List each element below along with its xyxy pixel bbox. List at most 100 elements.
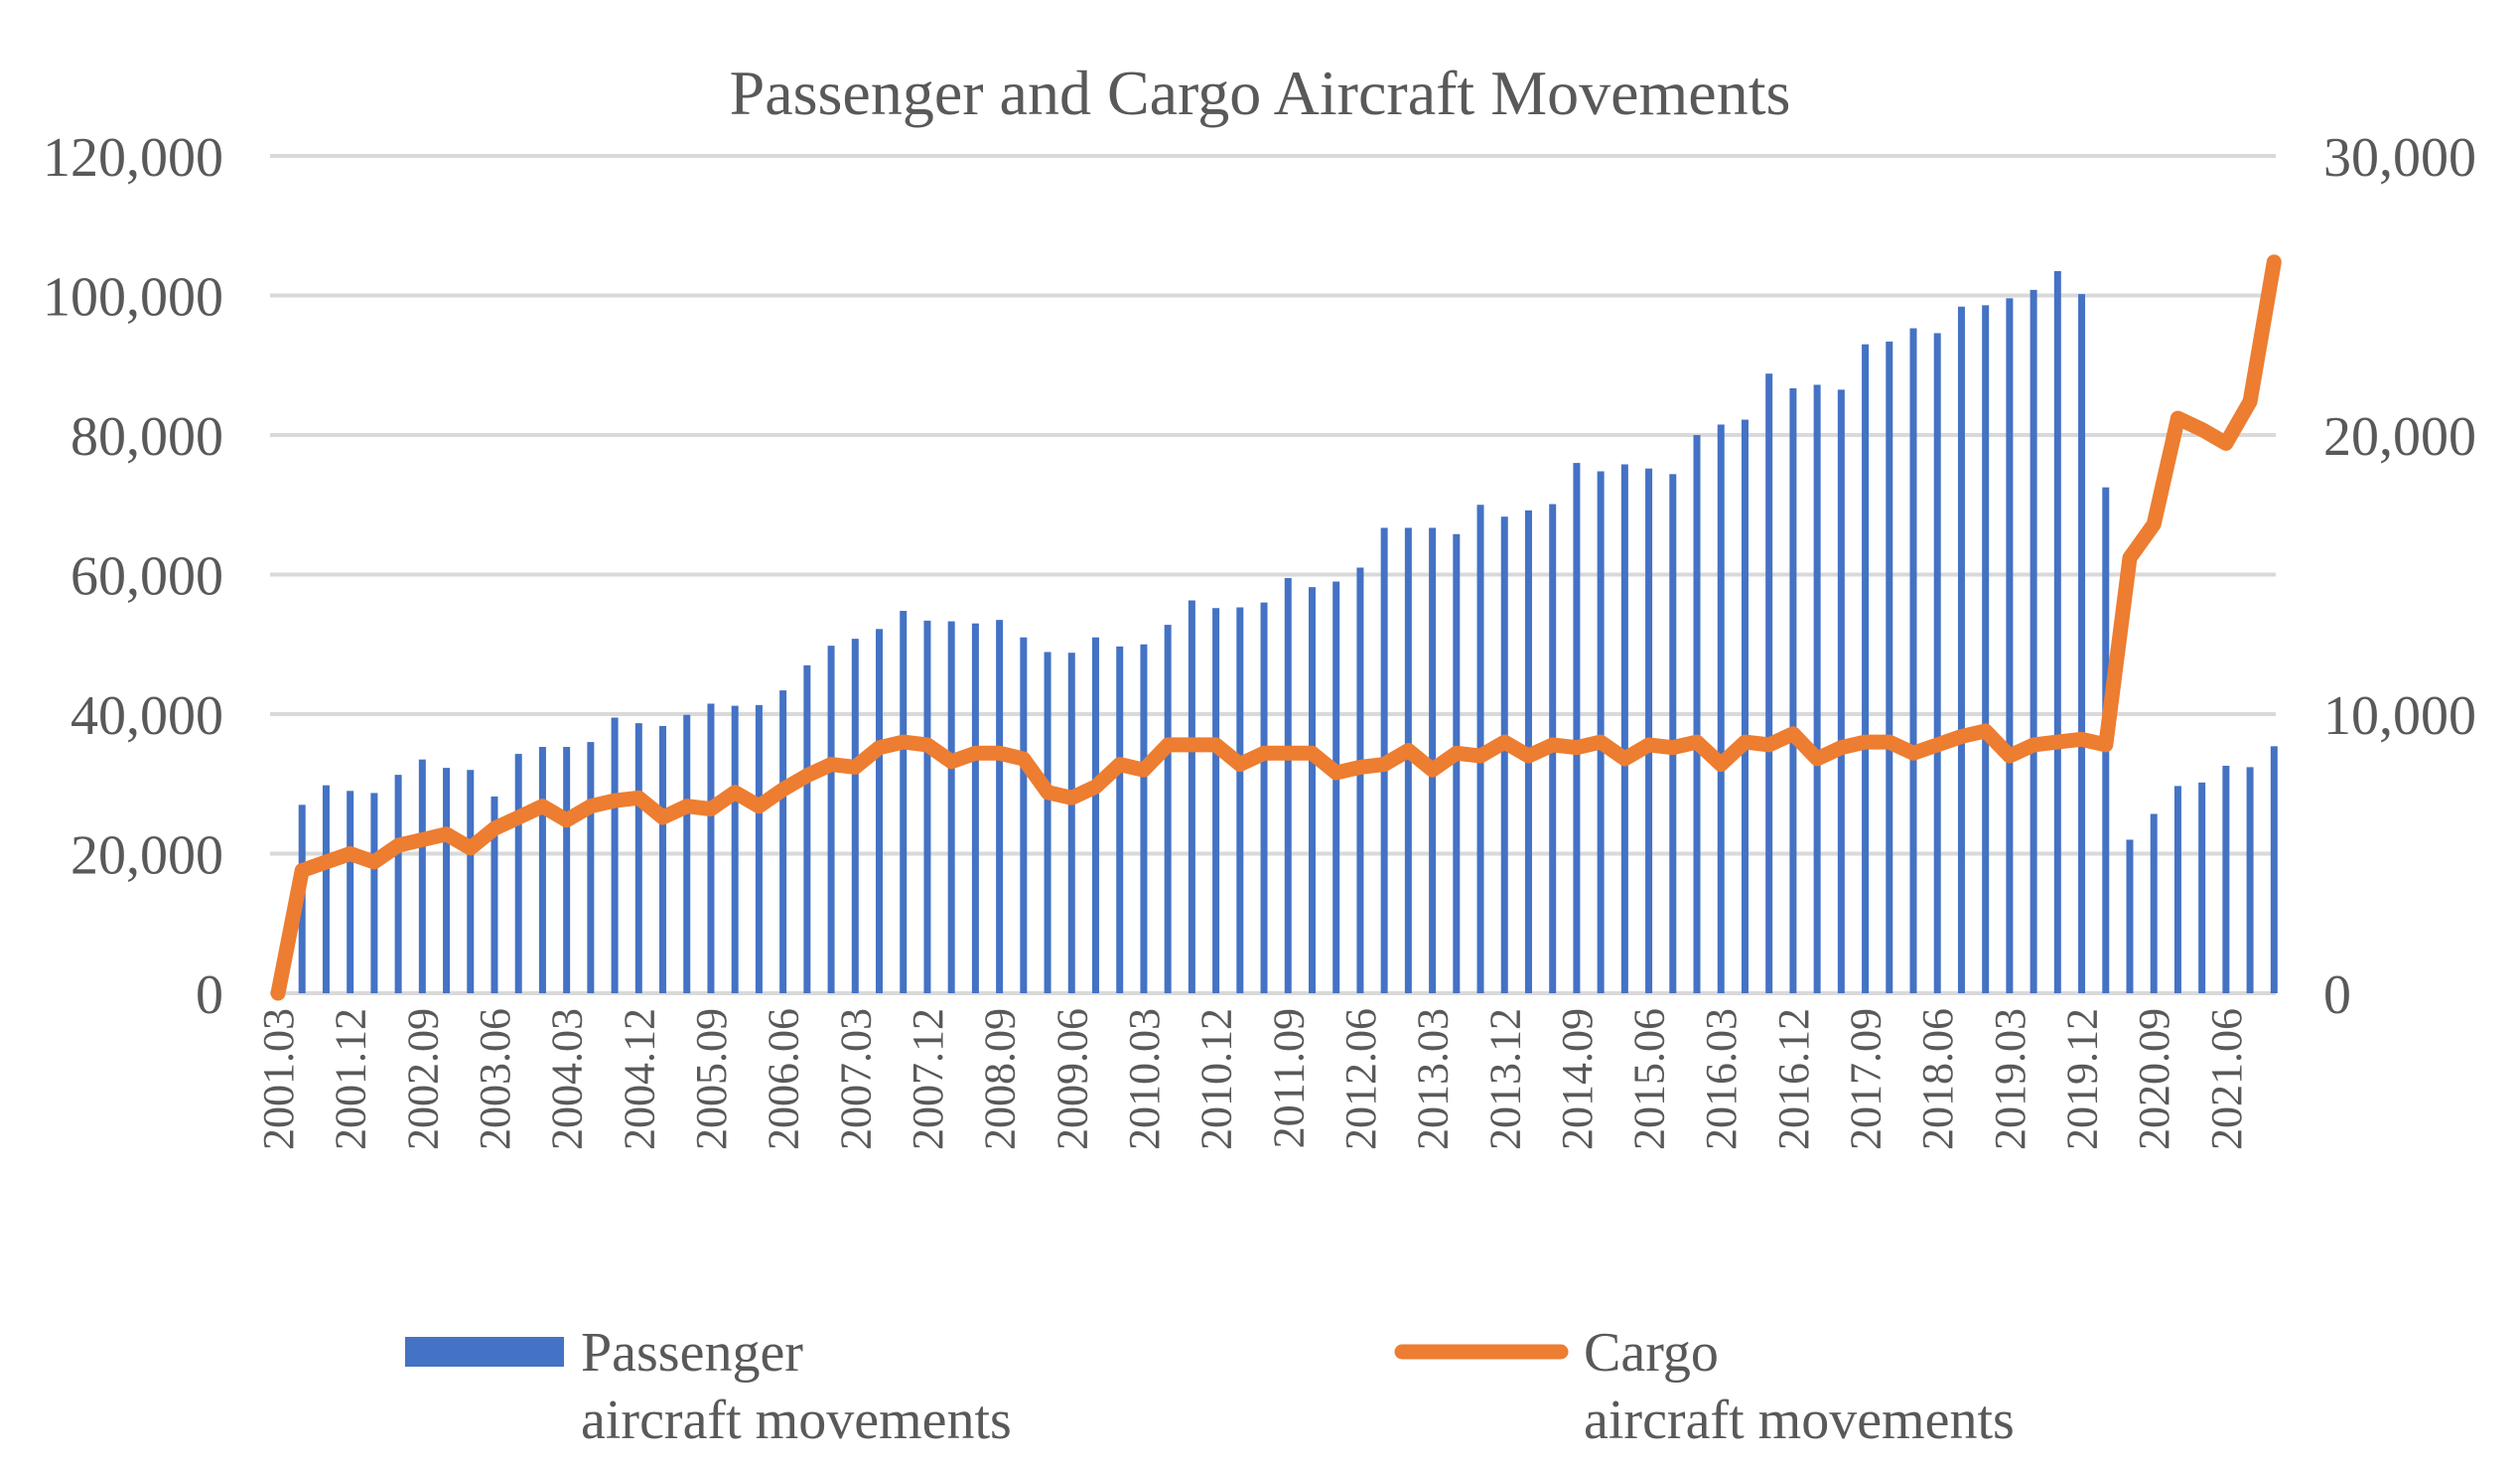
passenger-bar bbox=[1067, 653, 1075, 993]
cargo-line bbox=[270, 254, 2282, 1001]
passenger-bar bbox=[2222, 765, 2230, 993]
passenger-bar bbox=[683, 714, 691, 993]
passenger-bar bbox=[563, 747, 571, 993]
legend: Passenger aircraft movements Cargo aircr… bbox=[405, 1322, 2015, 1451]
x-tick-label: 2011.09 bbox=[1264, 1008, 1313, 1148]
passenger-bar bbox=[1765, 373, 1773, 993]
passenger-bar bbox=[827, 646, 835, 993]
passenger-bar bbox=[779, 690, 787, 993]
passenger-bar bbox=[1693, 435, 1701, 993]
x-tick-label: 2018.06 bbox=[1913, 1008, 1962, 1150]
legend-swatch-passenger bbox=[405, 1337, 564, 1367]
y-right-tick-label: 10,000 bbox=[2323, 685, 2476, 747]
passenger-bar bbox=[1044, 652, 1051, 993]
y-right-tick-label: 20,000 bbox=[2323, 406, 2476, 468]
y-left-tick-label: 100,000 bbox=[43, 267, 223, 329]
passenger-bar bbox=[2078, 294, 2086, 994]
passenger-bar bbox=[394, 775, 402, 993]
passenger-bar bbox=[1020, 637, 1028, 993]
passenger-bar bbox=[2173, 786, 2181, 993]
passenger-bar bbox=[1260, 602, 1268, 993]
y-left-tick-label: 20,000 bbox=[70, 825, 223, 887]
passenger-bar bbox=[851, 639, 859, 993]
passenger-bar bbox=[1717, 424, 1725, 993]
x-tick-label: 2006.06 bbox=[760, 1008, 808, 1150]
y-axis-left: 0 20,000 40,000 60,000 80,000 100,000 120,000 bbox=[43, 127, 223, 1026]
x-tick-label: 2012.06 bbox=[1336, 1008, 1385, 1150]
passenger-bar bbox=[1284, 578, 1292, 993]
y-right-tick-label: 0 bbox=[2323, 964, 2351, 1026]
legend-label-passenger-line1: Passenger bbox=[581, 1322, 803, 1384]
legend-label-cargo-line1: Cargo bbox=[1584, 1322, 1719, 1384]
passenger-bar bbox=[370, 793, 378, 993]
chart-title: Passenger and Cargo Aircraft Movements bbox=[730, 58, 1791, 128]
passenger-bar bbox=[803, 664, 811, 993]
passenger-bar bbox=[2053, 270, 2061, 994]
x-tick-label: 2015.06 bbox=[1625, 1008, 1674, 1150]
x-tick-label: 2016.03 bbox=[1697, 1008, 1746, 1150]
y-right-tick-label: 30,000 bbox=[2323, 127, 2476, 189]
passenger-bar bbox=[1308, 587, 1316, 993]
passenger-bar bbox=[876, 629, 884, 993]
passenger-bar bbox=[1597, 471, 1605, 993]
passenger-bar bbox=[418, 759, 426, 993]
x-tick-label: 2002.09 bbox=[398, 1008, 447, 1150]
passenger-bar bbox=[707, 703, 715, 993]
passenger-bar bbox=[538, 747, 546, 993]
passenger-bar bbox=[1669, 474, 1677, 994]
x-tick-label: 2017.09 bbox=[1842, 1008, 1890, 1150]
x-tick-label: 2001.12 bbox=[327, 1008, 375, 1150]
y-axis-right: 0 10,000 20,000 30,000 bbox=[2323, 127, 2476, 1026]
y-left-tick-label: 60,000 bbox=[70, 546, 223, 608]
legend-label-passenger-line2: aircraft movements bbox=[581, 1390, 1012, 1451]
passenger-bar bbox=[1140, 644, 1148, 993]
passenger-bar bbox=[1356, 567, 1364, 993]
passenger-bar bbox=[1453, 533, 1461, 993]
passenger-bar bbox=[1837, 389, 1845, 993]
passenger-bar bbox=[996, 620, 1004, 993]
passenger-bar bbox=[1212, 608, 1220, 993]
passenger-bar bbox=[322, 785, 330, 993]
passenger-bar bbox=[1573, 463, 1581, 994]
passenger-bar bbox=[514, 754, 522, 993]
passenger-bar bbox=[1164, 625, 1172, 993]
passenger-bar bbox=[731, 705, 739, 993]
x-tick-label: 2014.09 bbox=[1553, 1008, 1602, 1150]
y-left-tick-label: 80,000 bbox=[70, 406, 223, 468]
passenger-bar bbox=[947, 621, 955, 993]
passenger-bar bbox=[1188, 600, 1195, 993]
passenger-bar bbox=[1404, 527, 1412, 993]
passenger-bar bbox=[1862, 344, 1870, 993]
x-tick-label: 2010.12 bbox=[1192, 1008, 1241, 1150]
passenger-bar bbox=[1236, 607, 1244, 993]
passenger-bar bbox=[2030, 289, 2037, 993]
passenger-bar bbox=[1741, 419, 1749, 993]
x-tick-label: 2013.03 bbox=[1409, 1008, 1458, 1150]
x-tick-label: 2013.12 bbox=[1480, 1008, 1529, 1150]
passenger-bar bbox=[2246, 767, 2254, 993]
gridlines bbox=[270, 154, 2276, 995]
passenger-bar bbox=[1645, 468, 1653, 994]
y-left-tick-label: 120,000 bbox=[43, 127, 223, 189]
x-tick-label: 2003.06 bbox=[471, 1008, 519, 1150]
legend-label-cargo-line2: aircraft movements bbox=[1584, 1390, 2015, 1451]
passenger-bar bbox=[467, 770, 475, 993]
x-tick-label: 2008.09 bbox=[976, 1008, 1025, 1150]
passenger-bar bbox=[1092, 637, 1100, 993]
x-axis: 2001.03 2001.12 2002.09 2003.06 2004.03 2004.… bbox=[254, 1008, 2251, 1150]
passenger-bar bbox=[659, 725, 667, 993]
passenger-bar bbox=[1957, 306, 1965, 993]
x-tick-label: 2019.03 bbox=[1986, 1008, 2034, 1150]
x-tick-label: 2007.12 bbox=[904, 1008, 952, 1150]
x-tick-label: 2001.03 bbox=[254, 1008, 303, 1150]
x-tick-label: 2007.03 bbox=[831, 1008, 880, 1150]
x-tick-label: 2009.06 bbox=[1048, 1008, 1096, 1150]
passenger-bar bbox=[1886, 341, 1893, 993]
y-left-tick-label: 0 bbox=[196, 964, 223, 1026]
passenger-bar bbox=[634, 723, 642, 993]
passenger-bar bbox=[1500, 516, 1508, 993]
passenger-bar bbox=[1332, 581, 1340, 993]
passenger-bar bbox=[490, 796, 498, 993]
